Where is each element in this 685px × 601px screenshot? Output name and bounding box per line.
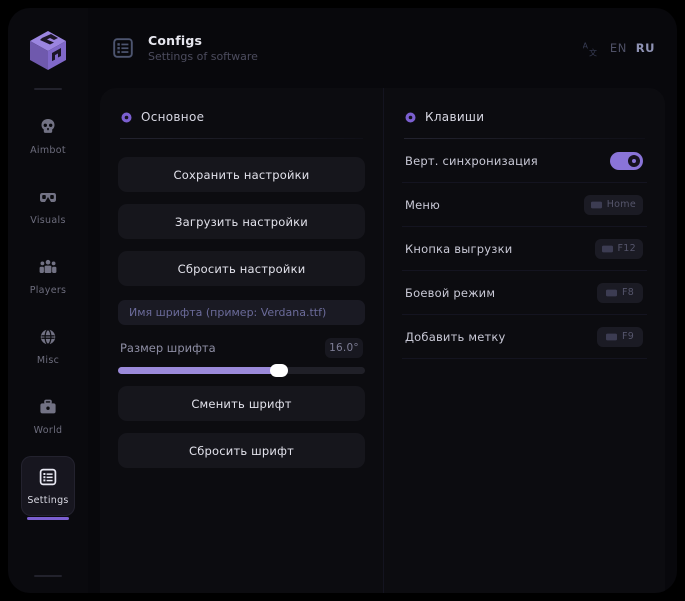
keyboard-icon: [601, 245, 613, 253]
sg-cube-logo: [22, 24, 74, 76]
sidebar-item-label: World: [33, 425, 63, 436]
load-settings-button[interactable]: Загрузить настройки: [118, 204, 365, 239]
sidebar-item-misc[interactable]: Misc: [21, 316, 75, 376]
row-label: Добавить метку: [405, 329, 506, 344]
vertical-sync-toggle[interactable]: [610, 151, 643, 170]
sidebar-item-aimbot[interactable]: Aimbot: [21, 106, 75, 166]
font-size-label: Размер шрифта: [120, 341, 216, 355]
combat-mode-keybind-button[interactable]: F8: [597, 282, 643, 303]
panel-keys: Клавиши Верт. синхронизация Меню H: [383, 88, 665, 593]
sidebar-divider-bottom: [34, 575, 62, 577]
row-combat-mode-key: Боевой режим F8: [402, 271, 647, 315]
row-label: Боевой режим: [405, 285, 496, 300]
keybind-label: F9: [621, 331, 635, 342]
app-window: Aimbot Visuals: [8, 8, 677, 593]
sidebar-nav: Aimbot Visuals: [8, 106, 88, 526]
sidebar-divider-top: [34, 88, 62, 90]
font-size-value: 16.0°: [325, 338, 363, 358]
row-label: Верт. синхронизация: [405, 153, 538, 168]
row-vertical-sync: Верт. синхронизация: [402, 139, 647, 183]
content-card: Основное Сохранить настройки Загрузить н…: [100, 88, 665, 593]
add-marker-keybind-button[interactable]: F9: [597, 326, 643, 347]
section-divider: [120, 138, 363, 139]
sidebar-item-label: Misc: [36, 355, 60, 366]
sidebar-item-world[interactable]: World: [21, 386, 75, 446]
row-add-marker-key: Добавить метку F9: [402, 315, 647, 359]
menu-keybind-button[interactable]: Home: [583, 194, 643, 215]
list-icon: [110, 35, 136, 61]
section-divider: [404, 138, 645, 139]
reset-settings-button[interactable]: Сбросить настройки: [118, 251, 365, 286]
skull-icon: [37, 116, 59, 138]
sidebar-item-settings[interactable]: Settings: [21, 456, 75, 520]
panel-general: Основное Сохранить настройки Загрузить н…: [100, 88, 383, 593]
section-header-keys: Клавиши: [402, 110, 647, 124]
reset-font-button[interactable]: Сбросить шрифт: [118, 433, 365, 468]
save-settings-button[interactable]: Сохранить настройки: [118, 157, 365, 192]
row-unload-key: Кнопка выгрузки F12: [402, 227, 647, 271]
people-icon: [37, 256, 59, 278]
keybind-label: Home: [606, 199, 636, 210]
lang-option-ru[interactable]: RU: [635, 41, 655, 55]
sidebar-item-players[interactable]: Players: [21, 246, 75, 306]
globe-icon: [37, 326, 59, 348]
svg-text:文: 文: [589, 47, 597, 57]
row-label: Меню: [405, 197, 440, 212]
font-size-slider[interactable]: [118, 364, 365, 377]
header: Configs Settings of software A 文 EN RU: [88, 8, 677, 88]
lang-option-en[interactable]: EN: [609, 41, 627, 55]
list-icon: [37, 466, 59, 488]
change-font-button[interactable]: Сменить шрифт: [118, 386, 365, 421]
sidebar-item-label: Players: [29, 285, 67, 296]
language-switcher: A 文 EN RU: [583, 39, 655, 57]
toggle-knob: [628, 154, 640, 167]
keybind-label: F12: [617, 243, 636, 254]
font-size-row: Размер шрифта 16.0°: [118, 338, 365, 358]
keyboard-icon: [590, 201, 602, 209]
sidebar-item-label: Settings: [27, 495, 69, 506]
slider-fill: [118, 367, 279, 374]
gear-icon: [121, 112, 132, 123]
keyboard-icon: [605, 289, 617, 297]
row-label: Кнопка выгрузки: [405, 241, 513, 256]
section-title: Клавиши: [425, 110, 485, 124]
sidebar-item-visuals[interactable]: Visuals: [21, 176, 75, 236]
slider-knob[interactable]: [269, 364, 288, 377]
keybind-label: F8: [621, 287, 635, 298]
section-title: Основное: [141, 110, 205, 124]
goggles-icon: [37, 186, 59, 208]
header-text: Configs Settings of software: [148, 33, 258, 64]
page-title: Configs: [148, 32, 203, 48]
row-menu-key: Меню Home: [402, 183, 647, 227]
gear-icon: [405, 112, 416, 123]
keyboard-icon: [605, 333, 617, 341]
svg-text:A: A: [583, 41, 589, 50]
unload-keybind-button[interactable]: F12: [594, 238, 643, 259]
sidebar: Aimbot Visuals: [8, 8, 88, 593]
section-header-general: Основное: [118, 110, 365, 124]
sidebar-item-label: Aimbot: [30, 145, 66, 156]
sidebar-item-label: Visuals: [30, 215, 66, 226]
font-name-input[interactable]: [118, 300, 365, 325]
translate-icon: A 文: [583, 39, 601, 57]
page-subtitle: Settings of software: [148, 49, 258, 63]
briefcase-icon: [37, 396, 59, 418]
